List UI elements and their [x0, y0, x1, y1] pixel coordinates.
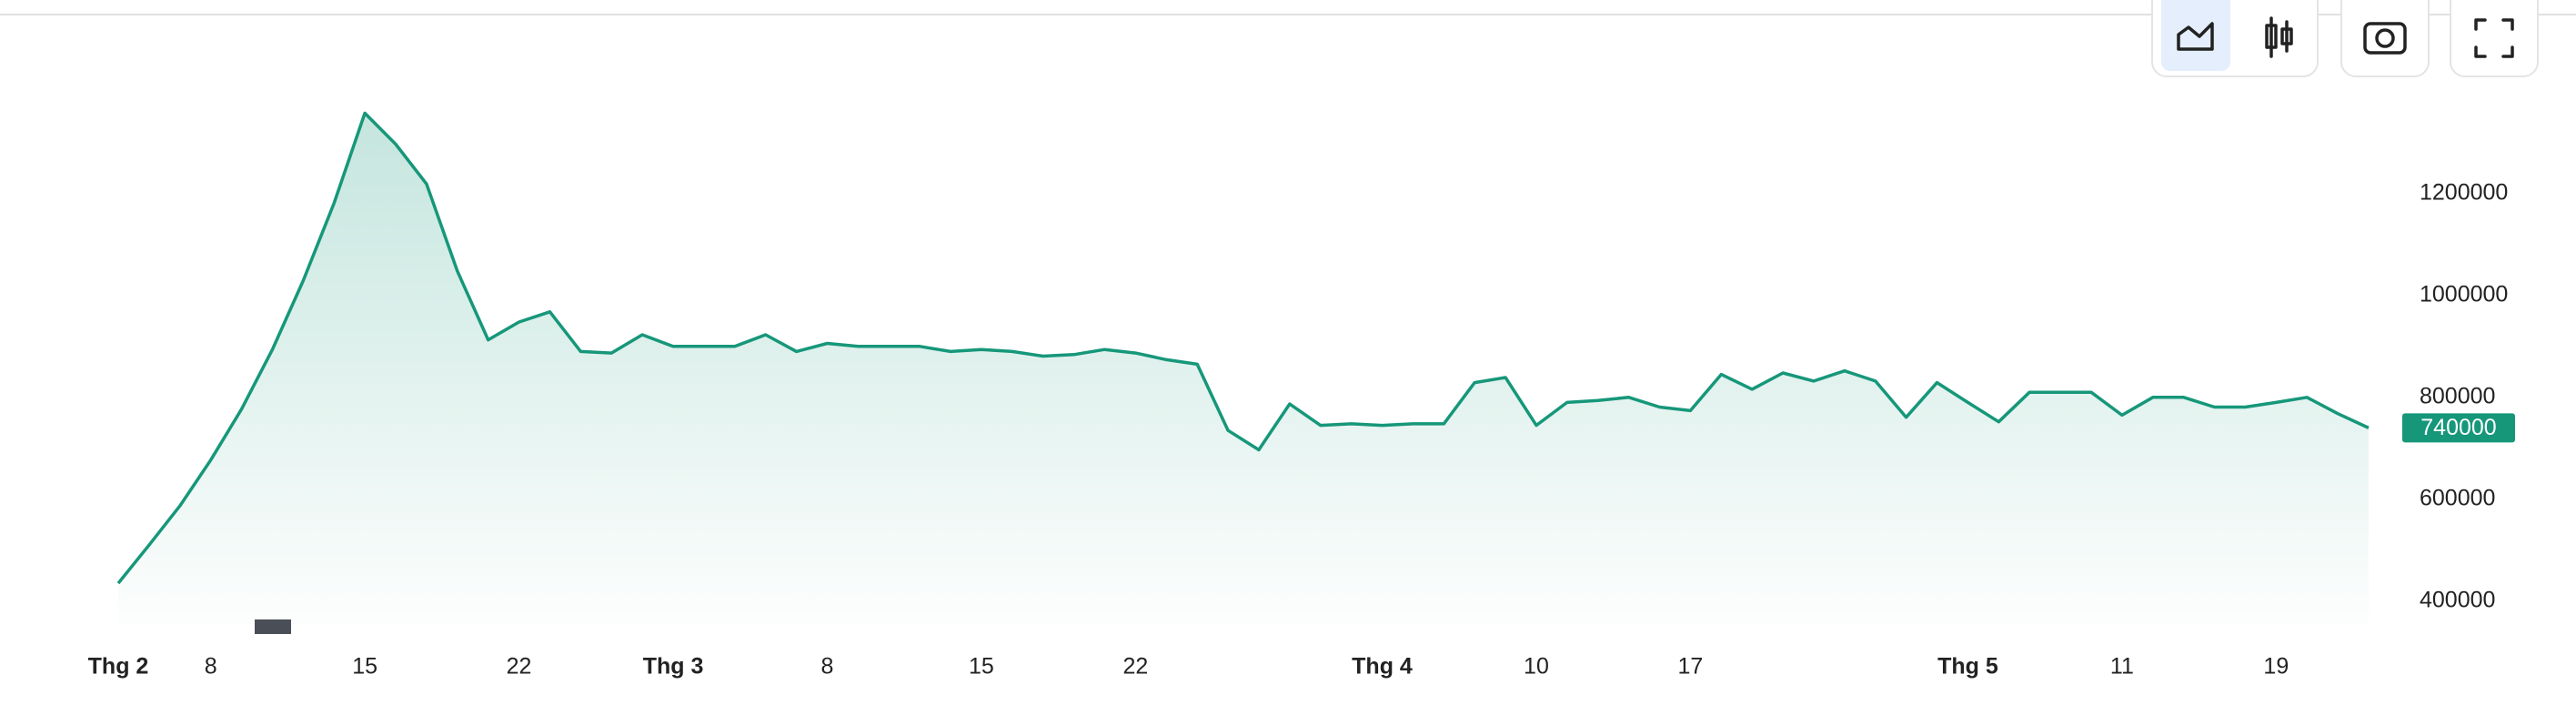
x-tick-label: 19: [2263, 654, 2289, 680]
fullscreen-button[interactable]: [2450, 0, 2539, 77]
x-tick-label: 8: [821, 654, 834, 680]
x-tick-label: Thg 3: [643, 654, 704, 680]
x-tick-label: 10: [1524, 654, 1549, 680]
line-icon: [2177, 22, 2214, 51]
y-tick-label: 600000: [2420, 485, 2495, 510]
y-tick-label: 400000: [2420, 587, 2495, 612]
x-tick-label: 15: [352, 654, 377, 680]
last-value-label: 740000: [2420, 415, 2496, 440]
x-tick-label: 11: [2110, 654, 2134, 680]
line: [116, 111, 2370, 585]
x-tick-label: Thg 4: [1352, 654, 1413, 680]
x-tick-label: Thg 5: [1937, 654, 1998, 680]
x-tick-label: 22: [507, 654, 532, 680]
x-tick-label: 17: [1678, 654, 1704, 680]
candle-button[interactable]: [2265, 16, 2293, 58]
y-tick-label: 1000000: [2420, 281, 2508, 307]
x-tick-label: 15: [969, 654, 994, 680]
x-tick-label: Thg 2: [88, 654, 149, 680]
area: [118, 113, 2369, 624]
y-tick-label: 800000: [2420, 383, 2495, 408]
x-tick-label: 8: [205, 654, 217, 680]
toolbar: [2151, 0, 2539, 77]
line-button[interactable]: [2161, 0, 2230, 71]
snapshot-button[interactable]: [2340, 0, 2430, 77]
last-value-box: [2402, 413, 2515, 443]
x-tick-label: 22: [1122, 654, 1148, 680]
y-tick-label: 1200000: [2420, 179, 2508, 205]
